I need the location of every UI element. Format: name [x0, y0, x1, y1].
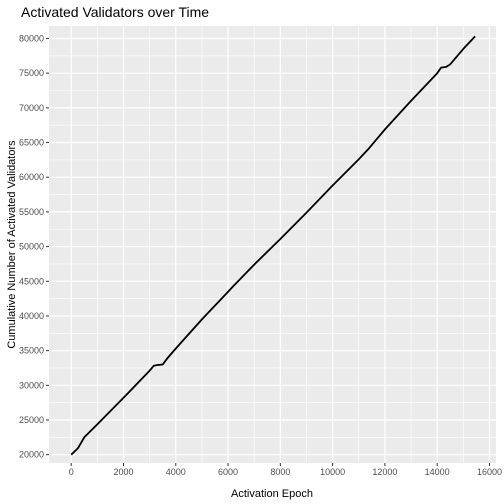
x-tick-label: 16000 [477, 467, 502, 477]
x-tick-label: 8000 [270, 467, 290, 477]
x-tick-label: 12000 [372, 467, 397, 477]
chart-title: Activated Validators over Time [21, 4, 209, 20]
y-tick-label: 30000 [19, 380, 44, 390]
y-tick-label: 75000 [19, 68, 44, 78]
x-tick-label: 2000 [113, 467, 133, 477]
y-tick-label: 55000 [19, 207, 44, 217]
x-tick-label: 4000 [166, 467, 186, 477]
y-tick-label: 50000 [19, 242, 44, 252]
y-tick-label: 45000 [19, 276, 44, 286]
y-tick-label: 60000 [19, 172, 44, 182]
x-axis-title: Activation Epoch [231, 488, 313, 500]
y-tick-label: 35000 [19, 346, 44, 356]
x-tick-label: 10000 [320, 467, 345, 477]
y-axis-ticks: 20000 25000 30000 35000 40000 45000 50000 55000… [19, 33, 49, 460]
series-line [70, 35, 476, 456]
y-tick-label: 25000 [19, 415, 44, 425]
y-tick-label: 20000 [19, 450, 44, 460]
x-axis-ticks: 0 2000 4000 6000 8000 10000 12000 14000 16000 [69, 463, 502, 477]
y-tick-label: 40000 [19, 311, 44, 321]
y-tick-label: 65000 [19, 138, 44, 148]
x-tick-label: 6000 [218, 467, 238, 477]
y-tick-label: 70000 [19, 103, 44, 113]
y-tick-label: 80000 [19, 33, 44, 43]
x-tick-label: 14000 [425, 467, 450, 477]
y-axis-title: Cumulative Number of Activated Validator… [6, 140, 18, 349]
plot-panel [49, 26, 496, 463]
x-tick-label: 0 [69, 467, 74, 477]
major-gridlines [49, 26, 496, 463]
